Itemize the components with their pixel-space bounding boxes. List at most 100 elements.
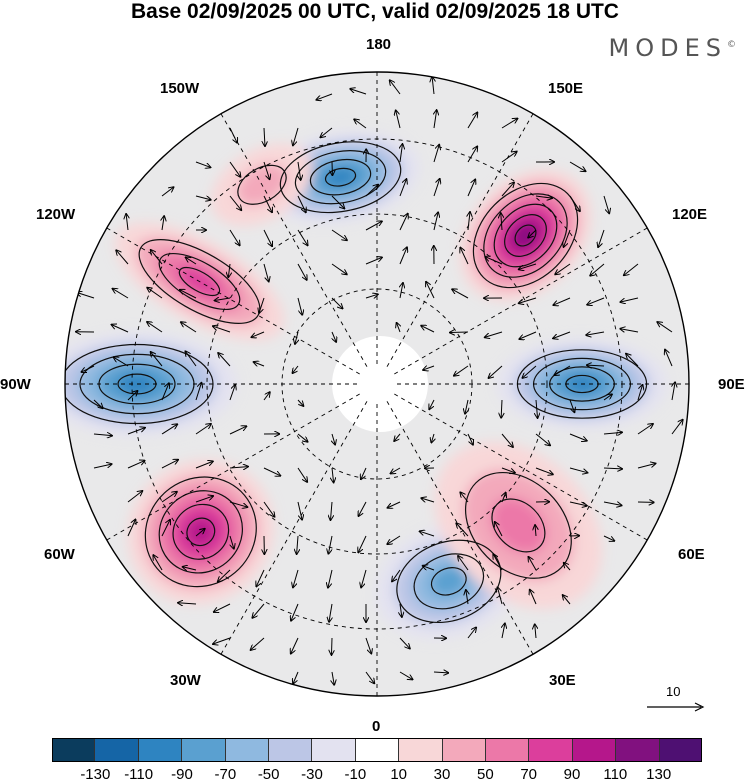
wind-vector bbox=[229, 426, 246, 435]
wind-vector bbox=[603, 394, 612, 401]
wind-vector bbox=[178, 603, 197, 604]
lon-label-0: 0 bbox=[372, 718, 381, 735]
wind-vector bbox=[147, 288, 163, 299]
wind-vector bbox=[399, 637, 410, 648]
colorbar-swatch bbox=[138, 738, 183, 762]
wind-vector bbox=[519, 331, 537, 339]
wind-vector bbox=[399, 671, 412, 679]
latitude-circle bbox=[206, 213, 548, 555]
wind-vector bbox=[218, 569, 231, 582]
wind-vector bbox=[127, 520, 135, 537]
wind-vector bbox=[230, 535, 234, 549]
wind-vector bbox=[535, 624, 536, 639]
meridian-line bbox=[386, 401, 538, 662]
wind-vector bbox=[263, 392, 270, 401]
wind-vector bbox=[454, 365, 469, 376]
anomaly-contour bbox=[138, 239, 261, 324]
wind-vector bbox=[637, 463, 655, 469]
wind-vector bbox=[297, 399, 303, 406]
wind-vector bbox=[161, 383, 169, 401]
wind-vector bbox=[181, 322, 197, 333]
wind-vector bbox=[590, 263, 605, 276]
wind-vector bbox=[161, 187, 173, 197]
wind-vector bbox=[365, 257, 382, 265]
lon-label-150e: 150E bbox=[548, 80, 584, 97]
wind-vector bbox=[555, 263, 571, 274]
wind-vector bbox=[264, 127, 265, 146]
wind-vector bbox=[501, 183, 514, 197]
wind-vector bbox=[399, 214, 408, 231]
wind-vector bbox=[397, 323, 400, 333]
wind-vector bbox=[501, 467, 515, 473]
wind-vector bbox=[365, 671, 374, 683]
wind-vector bbox=[183, 567, 197, 570]
wind-vector bbox=[671, 420, 683, 435]
wind-vector bbox=[624, 263, 639, 275]
wind-vector bbox=[332, 671, 334, 685]
meridian-line bbox=[386, 106, 538, 367]
colorbar-tick-label: 50 bbox=[476, 766, 494, 783]
wind-vector bbox=[460, 492, 469, 503]
wind-vector bbox=[553, 331, 571, 338]
wind-vector bbox=[399, 179, 406, 197]
meridian-line bbox=[99, 393, 360, 545]
anomaly-contour bbox=[186, 517, 216, 547]
lon-label-90w: 90W bbox=[0, 376, 31, 393]
wind-vector bbox=[598, 229, 605, 247]
wind-vector bbox=[426, 282, 435, 299]
colorbar-swatch bbox=[355, 738, 400, 762]
wind-vector bbox=[421, 326, 435, 333]
colorbar bbox=[52, 738, 703, 762]
wind-vector bbox=[229, 501, 247, 507]
wind-vector bbox=[329, 603, 332, 622]
wind-vector bbox=[433, 672, 448, 673]
wind-vector bbox=[388, 501, 401, 508]
wind-vector bbox=[126, 214, 128, 231]
wind-vector bbox=[229, 161, 240, 177]
wind-vector bbox=[493, 554, 503, 571]
wind-vector bbox=[433, 145, 439, 163]
colorbar-swatch bbox=[52, 738, 96, 762]
wind-vector bbox=[637, 385, 642, 401]
wind-vector bbox=[489, 365, 503, 378]
anomaly-contour bbox=[172, 503, 230, 560]
anomaly-contour bbox=[309, 158, 372, 196]
lon-label-30w: 30W bbox=[170, 672, 201, 689]
wind-vector bbox=[460, 248, 469, 265]
lon-label-60w: 60W bbox=[44, 546, 75, 563]
wind-vector bbox=[297, 195, 306, 212]
wind-vector bbox=[316, 93, 333, 100]
wind-vector bbox=[331, 195, 344, 208]
pole-region bbox=[332, 336, 428, 432]
wind-vector bbox=[263, 467, 280, 476]
wind-vector bbox=[161, 424, 177, 435]
wind-vector bbox=[450, 332, 469, 333]
colorbar-swatch bbox=[616, 738, 660, 762]
anomaly-contour bbox=[158, 490, 244, 574]
wind-vector bbox=[365, 637, 371, 653]
anomaly-contour bbox=[514, 224, 537, 247]
wind-vector bbox=[252, 603, 265, 618]
wind-vector bbox=[587, 297, 605, 305]
colorbar-tick-label: 30 bbox=[433, 766, 451, 783]
wind-vector bbox=[161, 492, 177, 503]
wind-vector bbox=[467, 628, 476, 639]
colorbar-tick-label: 10 bbox=[390, 766, 407, 783]
wind-vector bbox=[620, 329, 639, 332]
wind-vector bbox=[564, 229, 571, 247]
brand-text: MODES bbox=[608, 34, 727, 62]
wind-vector bbox=[486, 257, 503, 265]
wind-vector bbox=[113, 289, 129, 299]
anomaly-contour bbox=[279, 141, 402, 214]
wind-vector bbox=[229, 385, 235, 401]
wind-vector bbox=[151, 250, 163, 265]
wind-vector bbox=[603, 501, 622, 505]
wind-vector bbox=[563, 595, 571, 605]
wind-vector bbox=[458, 556, 469, 571]
colorbar-swatch bbox=[572, 738, 617, 762]
anomaly-shading bbox=[490, 497, 547, 554]
lon-label-90e: 90E bbox=[718, 376, 745, 393]
wind-vector bbox=[293, 569, 299, 587]
wind-vector bbox=[229, 467, 248, 468]
wind-vector bbox=[536, 399, 538, 418]
